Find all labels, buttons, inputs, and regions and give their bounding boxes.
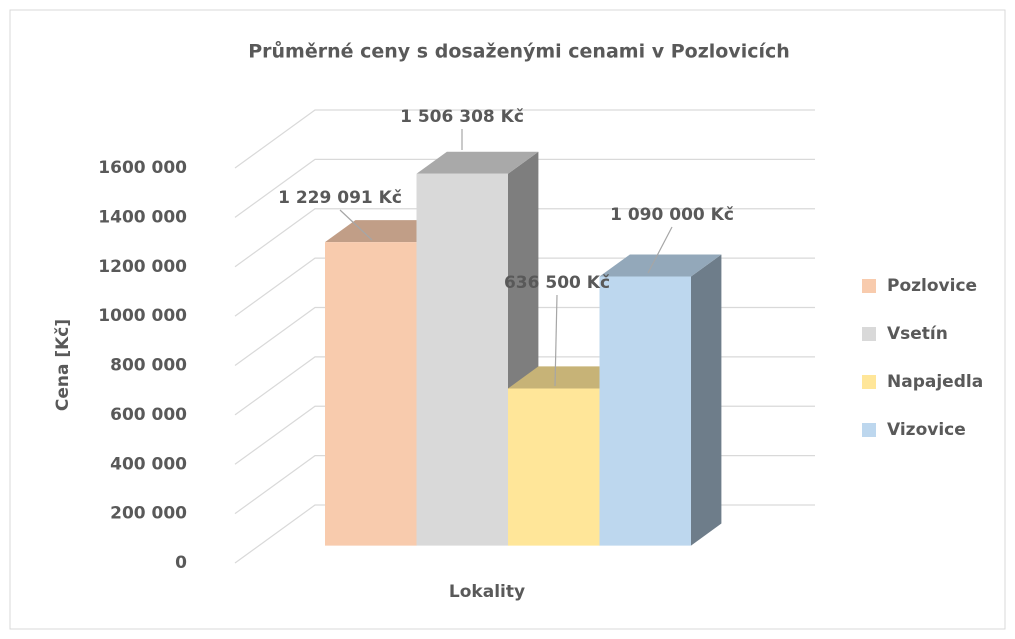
y-tick-label: 0	[175, 553, 187, 573]
bar	[599, 254, 722, 546]
legend-swatch	[862, 375, 876, 389]
bar-front	[325, 242, 417, 546]
bar-top	[599, 254, 722, 277]
y-tick-label: 200 000	[110, 504, 187, 524]
chart-title: Průměrné ceny s dosaženými cenami v Pozl…	[248, 40, 790, 63]
bar-front	[416, 173, 508, 546]
bar-top	[325, 220, 447, 243]
grid-line	[234, 208, 815, 268]
bar-side	[691, 254, 722, 546]
data-label: 1 506 308 Kč	[400, 107, 524, 127]
bar-top	[416, 151, 539, 174]
legend-swatch	[862, 327, 876, 341]
legend-label: Vizovice	[887, 420, 966, 440]
leader-line	[554, 294, 558, 387]
y-tick-label: 800 000	[110, 356, 187, 376]
bar-front	[508, 388, 600, 546]
data-label: 636 500 Kč	[504, 273, 610, 293]
y-tick-label: 1400 000	[98, 207, 187, 227]
grid-line	[234, 109, 815, 169]
legend-swatch	[862, 279, 876, 293]
legend-swatch	[862, 423, 876, 437]
legend-label: Napajedla	[887, 372, 983, 392]
y-tick-label: 1200 000	[98, 257, 187, 277]
legend-label: Pozlovice	[887, 276, 977, 296]
leader-line	[339, 209, 373, 241]
y-tick-label: 1600 000	[98, 158, 187, 178]
data-label: 1 090 000 Kč	[610, 205, 734, 225]
y-tick-label: 1000 000	[98, 306, 187, 326]
y-tick-label: 600 000	[110, 405, 187, 425]
y-tick-label: 400 000	[110, 454, 187, 474]
bar-top	[508, 366, 630, 389]
legend-label: Vsetín	[887, 324, 948, 344]
bar-front	[599, 276, 691, 546]
leader-line	[647, 226, 673, 274]
data-label: 1 229 091 Kč	[278, 188, 402, 208]
y-axis-title: Cena [Kč]	[53, 319, 73, 411]
grid-line	[234, 158, 815, 218]
x-axis-title: Lokality	[449, 582, 525, 602]
